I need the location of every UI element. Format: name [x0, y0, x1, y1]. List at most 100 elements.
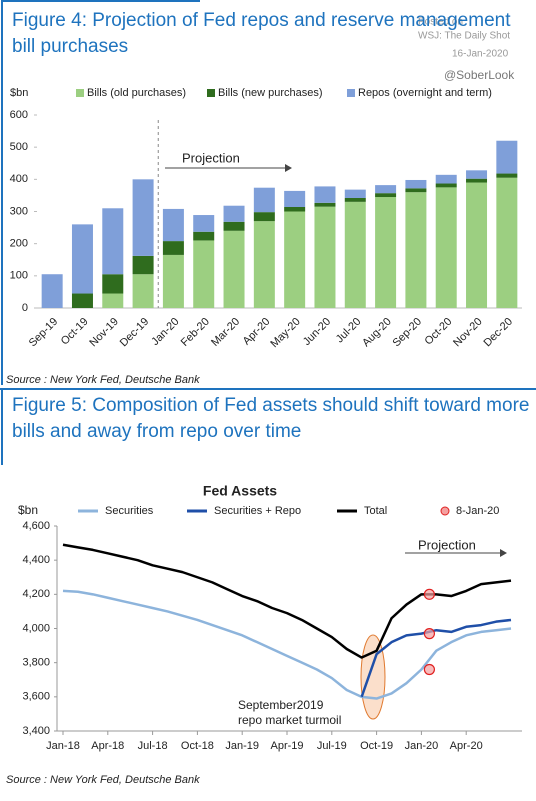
line: [62, 589, 512, 700]
x-tick-label: Nov-19: [87, 316, 121, 350]
x-tick-label: Jan-19: [225, 740, 259, 752]
legend-marker: [440, 506, 450, 516]
x-tick-label: Oct-19: [360, 740, 393, 752]
bar-segment: [71, 224, 93, 294]
annotation: Projection: [182, 150, 240, 165]
bar-segment: [162, 208, 184, 242]
bar-segment: [193, 231, 215, 241]
legend-swatch: [207, 89, 215, 97]
bar-segment: [405, 179, 427, 189]
bar-segment: [344, 197, 366, 202]
x-tick-label: Jun-20: [301, 316, 333, 348]
bar-segment: [102, 274, 124, 294]
x-tick-label: Oct-20: [423, 316, 455, 348]
bar-segment: [102, 208, 124, 275]
line: [62, 543, 512, 659]
bar-segment: [41, 274, 63, 308]
bar-segment: [193, 215, 215, 232]
chart-title: Fed Assets: [203, 483, 277, 499]
x-tick-label: Feb-20: [179, 316, 212, 349]
y-tick-label: 500: [10, 141, 28, 153]
y-tick-label: 4,000: [22, 622, 50, 634]
bar-segment: [314, 186, 336, 203]
arrow-head: [500, 549, 507, 557]
x-tick-label: Jan-18: [46, 740, 80, 752]
bar-segment: [405, 192, 427, 308]
highlight-ellipse: [360, 634, 386, 720]
y-tick-label: 600: [10, 109, 28, 121]
figure-title: Figure 4: Projection of Fed repos and re…: [12, 10, 511, 57]
point: [423, 663, 435, 676]
x-tick-label: Apr-19: [270, 740, 303, 752]
legend-label: Total: [364, 505, 387, 517]
bar-segment: [375, 197, 397, 308]
bar-segment: [405, 188, 427, 193]
legend-label: 8-Jan-20: [456, 505, 499, 517]
bar-segment: [435, 174, 457, 184]
legend-label: Bills (new purchases): [218, 87, 323, 99]
bar-segment: [284, 211, 306, 308]
bar-segment: [284, 206, 306, 212]
x-tick-label: Dec-19: [118, 316, 152, 350]
y-tick-label: 300: [10, 205, 28, 217]
bar-segment: [466, 170, 488, 179]
annotation: September2019: [238, 698, 324, 712]
bar-segment: [162, 254, 184, 308]
legend-swatch: [76, 89, 84, 97]
bar-segment: [496, 177, 518, 308]
point: [423, 628, 435, 640]
x-tick-label: May-20: [268, 316, 302, 350]
x-tick-label: Oct-18: [181, 740, 214, 752]
watermark: WSJ: The Daily Shot: [418, 31, 510, 42]
x-tick-label: Jul-19: [317, 740, 347, 752]
bar-segment: [314, 202, 336, 207]
x-tick-label: Sep-20: [391, 316, 425, 350]
y-tick-label: 4,600: [22, 520, 50, 532]
source: Source : New York Fed, Deutsche Bank: [6, 774, 200, 786]
legend-label: Repos (overnight and term): [358, 87, 492, 99]
arrow-head: [285, 164, 292, 172]
bar-segment: [466, 182, 488, 308]
y-label: $bn: [10, 87, 28, 99]
x-tick-label: Mar-20: [209, 316, 242, 349]
bar-segment: [375, 193, 397, 198]
bar-segment: [223, 230, 245, 308]
bar-segment: [71, 293, 93, 308]
x-tick-label: Nov-20: [451, 316, 485, 350]
bar-segment: [162, 241, 184, 255]
x-tick-label: Jan-20: [149, 316, 181, 348]
figure-title: Figure 5: Composition of Fed assets shou…: [12, 395, 530, 442]
watermark: Posted on: [418, 17, 463, 28]
x-tick-label: Dec-20: [481, 316, 515, 350]
y-label: $bn: [18, 503, 38, 517]
bar-segment: [496, 140, 518, 174]
y-tick-label: 100: [10, 270, 28, 282]
annotation: Projection: [418, 537, 476, 552]
legend-swatch: [347, 89, 355, 97]
x-tick-label: Jan-20: [405, 740, 439, 752]
bar-segment: [435, 187, 457, 308]
x-tick-label: Apr-20: [450, 740, 483, 752]
legend-label: Securities: [105, 505, 154, 517]
x-tick-label: Sep-19: [27, 316, 61, 350]
watermark: @SoberLook: [444, 68, 515, 82]
x-tick-label: Oct-19: [59, 316, 91, 348]
point: [423, 588, 435, 600]
bar-segment: [284, 190, 306, 207]
bar-segment: [223, 221, 245, 231]
bar-segment: [344, 201, 366, 308]
bar-segment: [496, 173, 518, 178]
bar-segment: [435, 183, 457, 188]
x-tick-label: Apr-18: [91, 740, 124, 752]
y-tick-label: 3,800: [22, 657, 50, 669]
bar-segment: [253, 221, 275, 308]
x-tick-label: Aug-20: [360, 316, 394, 350]
x-tick-label: Jul-18: [138, 740, 168, 752]
y-tick-label: 4,400: [22, 554, 50, 566]
source: Source : New York Fed, Deutsche Bank: [6, 374, 200, 386]
bar-segment: [193, 240, 215, 308]
bar-segment: [253, 212, 275, 222]
bar-segment: [132, 255, 154, 275]
